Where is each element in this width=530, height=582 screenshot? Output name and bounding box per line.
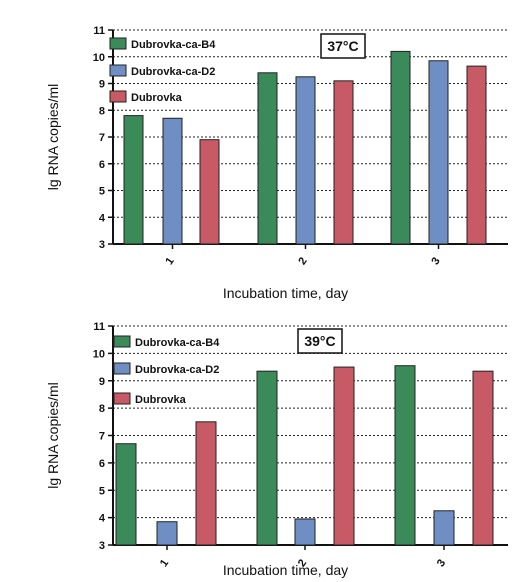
bar-dubrovka-day-3 <box>466 65 487 245</box>
legend-label: Dubrovka-ca-B4 <box>131 39 216 51</box>
bar-dubrovka-ca-d2-day-2 <box>295 76 316 245</box>
bar-dubrovka-day-2 <box>333 80 354 245</box>
legend-swatch <box>109 37 127 50</box>
legend-label: Dubrovka <box>135 394 187 406</box>
y-tick-label: 8 <box>99 403 105 415</box>
bar-dubrovka-ca-d2-day-3 <box>428 60 449 245</box>
x-tick-label: 2 <box>296 557 309 569</box>
legend-swatch <box>113 392 131 405</box>
bar-dubrovka-ca-d2-day-3 <box>433 510 455 546</box>
y-tick-label: 5 <box>99 186 105 198</box>
y-tick-label: 3 <box>99 540 105 552</box>
legend-label: Dubrovka <box>131 92 183 104</box>
bar-dubrovka-ca-b4-day-3 <box>394 365 416 546</box>
legend-swatch <box>109 90 127 103</box>
bar-dubrovka-ca-b4-day-2 <box>256 370 278 546</box>
legend-label: Dubrovka-ca-B4 <box>135 337 220 349</box>
x-tick-label: 3 <box>435 557 448 569</box>
x-tick-label: 3 <box>429 255 442 267</box>
y-tick-label: 4 <box>99 513 106 525</box>
y-tick-label: 10 <box>93 348 105 360</box>
legend-label: Dubrovka-ca-D2 <box>131 66 215 78</box>
legend-swatch <box>113 362 131 375</box>
y-tick-label: 4 <box>99 212 106 224</box>
bar-dubrovka-ca-b4-day-1 <box>115 443 137 546</box>
y-tick-label: 7 <box>99 431 105 443</box>
legend-swatch <box>113 335 131 348</box>
bar-dubrovka-day-2 <box>333 366 355 546</box>
y-tick-label: 3 <box>99 239 105 251</box>
y-tick-label: 6 <box>99 159 105 171</box>
temperature-label: 39°C <box>304 333 335 349</box>
y-tick-label: 11 <box>93 321 105 333</box>
bar-dubrovka-day-1 <box>195 421 217 546</box>
legend-swatch <box>109 64 127 77</box>
y-tick-label: 9 <box>99 79 105 91</box>
y-tick-label: 11 <box>93 25 105 37</box>
bar-dubrovka-ca-d2-day-1 <box>162 117 183 245</box>
temperature-box <box>320 33 366 59</box>
bar-dubrovka-ca-b4-day-1 <box>123 115 144 245</box>
legend-label: Dubrovka-ca-D2 <box>135 364 219 376</box>
y-tick-label: 5 <box>99 485 105 497</box>
temperature-box <box>297 328 343 354</box>
y-tick-label: 6 <box>99 458 105 470</box>
bar-dubrovka-day-3 <box>472 370 494 546</box>
x-axis-title: Incubation time, day <box>223 562 348 578</box>
bar-dubrovka-ca-d2-day-2 <box>294 518 316 546</box>
y-tick-label: 9 <box>99 376 105 388</box>
y-axis-title: lg RNA copies/ml <box>45 84 61 191</box>
x-tick-label: 2 <box>296 255 309 267</box>
bar-dubrovka-ca-b4-day-2 <box>257 72 278 245</box>
bar-dubrovka-ca-d2-day-1 <box>156 521 178 546</box>
x-tick-label: 1 <box>163 255 176 267</box>
x-axis-title: Incubation time, day <box>223 285 348 301</box>
x-tick-label: 1 <box>158 557 171 569</box>
y-tick-label: 10 <box>93 52 105 64</box>
bar-dubrovka-day-1 <box>199 139 220 245</box>
y-axis-title: lg RNA copies/ml <box>45 382 61 489</box>
y-tick-label: 8 <box>99 105 105 117</box>
bar-dubrovka-ca-b4-day-3 <box>390 50 411 245</box>
y-tick-label: 7 <box>99 132 105 144</box>
temperature-label: 37°C <box>327 38 358 54</box>
